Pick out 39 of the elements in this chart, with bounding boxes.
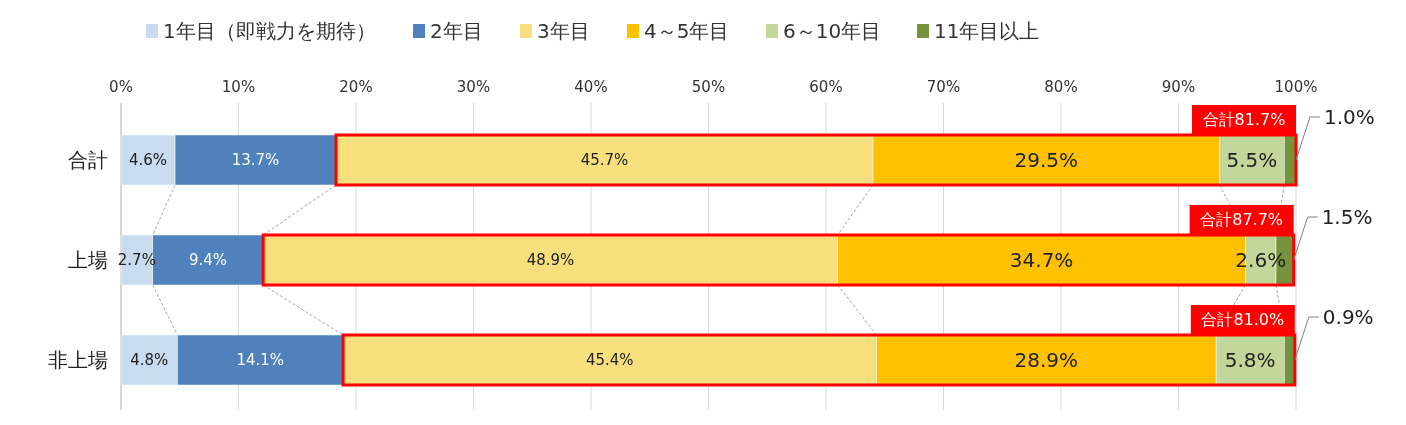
text: 5.8% xyxy=(1224,348,1276,372)
y-tick-label: 非上場 xyxy=(48,348,108,372)
text: 48.9% xyxy=(526,251,575,270)
x-tick-label: 70% xyxy=(926,78,961,96)
text: 28.9% xyxy=(1014,348,1079,372)
y-tick-label: 合計 xyxy=(68,148,108,172)
text: 4.8% xyxy=(130,351,169,370)
text: 45.4% xyxy=(585,351,634,370)
text: 13.7% xyxy=(231,151,280,170)
text: 4.6% xyxy=(128,151,168,170)
x-tick-label: 60% xyxy=(809,78,843,96)
legend-label: 3年目 xyxy=(537,19,590,43)
annotation: 合計81.7% xyxy=(1202,110,1286,129)
text: 1.0% xyxy=(1324,105,1375,129)
legend-label: 4～5年目 xyxy=(644,19,730,43)
text: 0.9% xyxy=(1322,305,1374,329)
x-tick-label: 50% xyxy=(691,78,726,96)
text: 1.5% xyxy=(1321,205,1373,229)
y-tick-label: 上場 xyxy=(68,248,108,272)
legend-label: 6～10年目 xyxy=(783,19,882,43)
x-tick-label: 10% xyxy=(221,78,256,96)
text: 14.1% xyxy=(236,351,285,370)
x-tick-label: 40% xyxy=(574,78,608,96)
x-tick-label: 90% xyxy=(1161,78,1196,96)
x-tick-label: 20% xyxy=(339,78,373,96)
x-tick-label: 30% xyxy=(456,78,491,96)
legend-label: 2年目 xyxy=(430,19,483,43)
annotation: 合計81.0% xyxy=(1201,310,1285,329)
x-tick-label: 100% xyxy=(1274,78,1318,96)
text: 9.4% xyxy=(188,251,227,270)
legend-label: 1年目（即戦力を期待） xyxy=(163,19,376,43)
x-tick-label: 0% xyxy=(109,78,133,96)
text: 45.7% xyxy=(580,151,629,170)
text: 5.5% xyxy=(1226,148,1278,172)
text: 29.5% xyxy=(1014,148,1079,172)
annotation: 合計87.7% xyxy=(1200,210,1284,229)
text: 34.7% xyxy=(1009,248,1074,272)
x-tick-label: 80% xyxy=(1044,78,1078,96)
legend-label: 11年目以上 xyxy=(934,19,1040,43)
